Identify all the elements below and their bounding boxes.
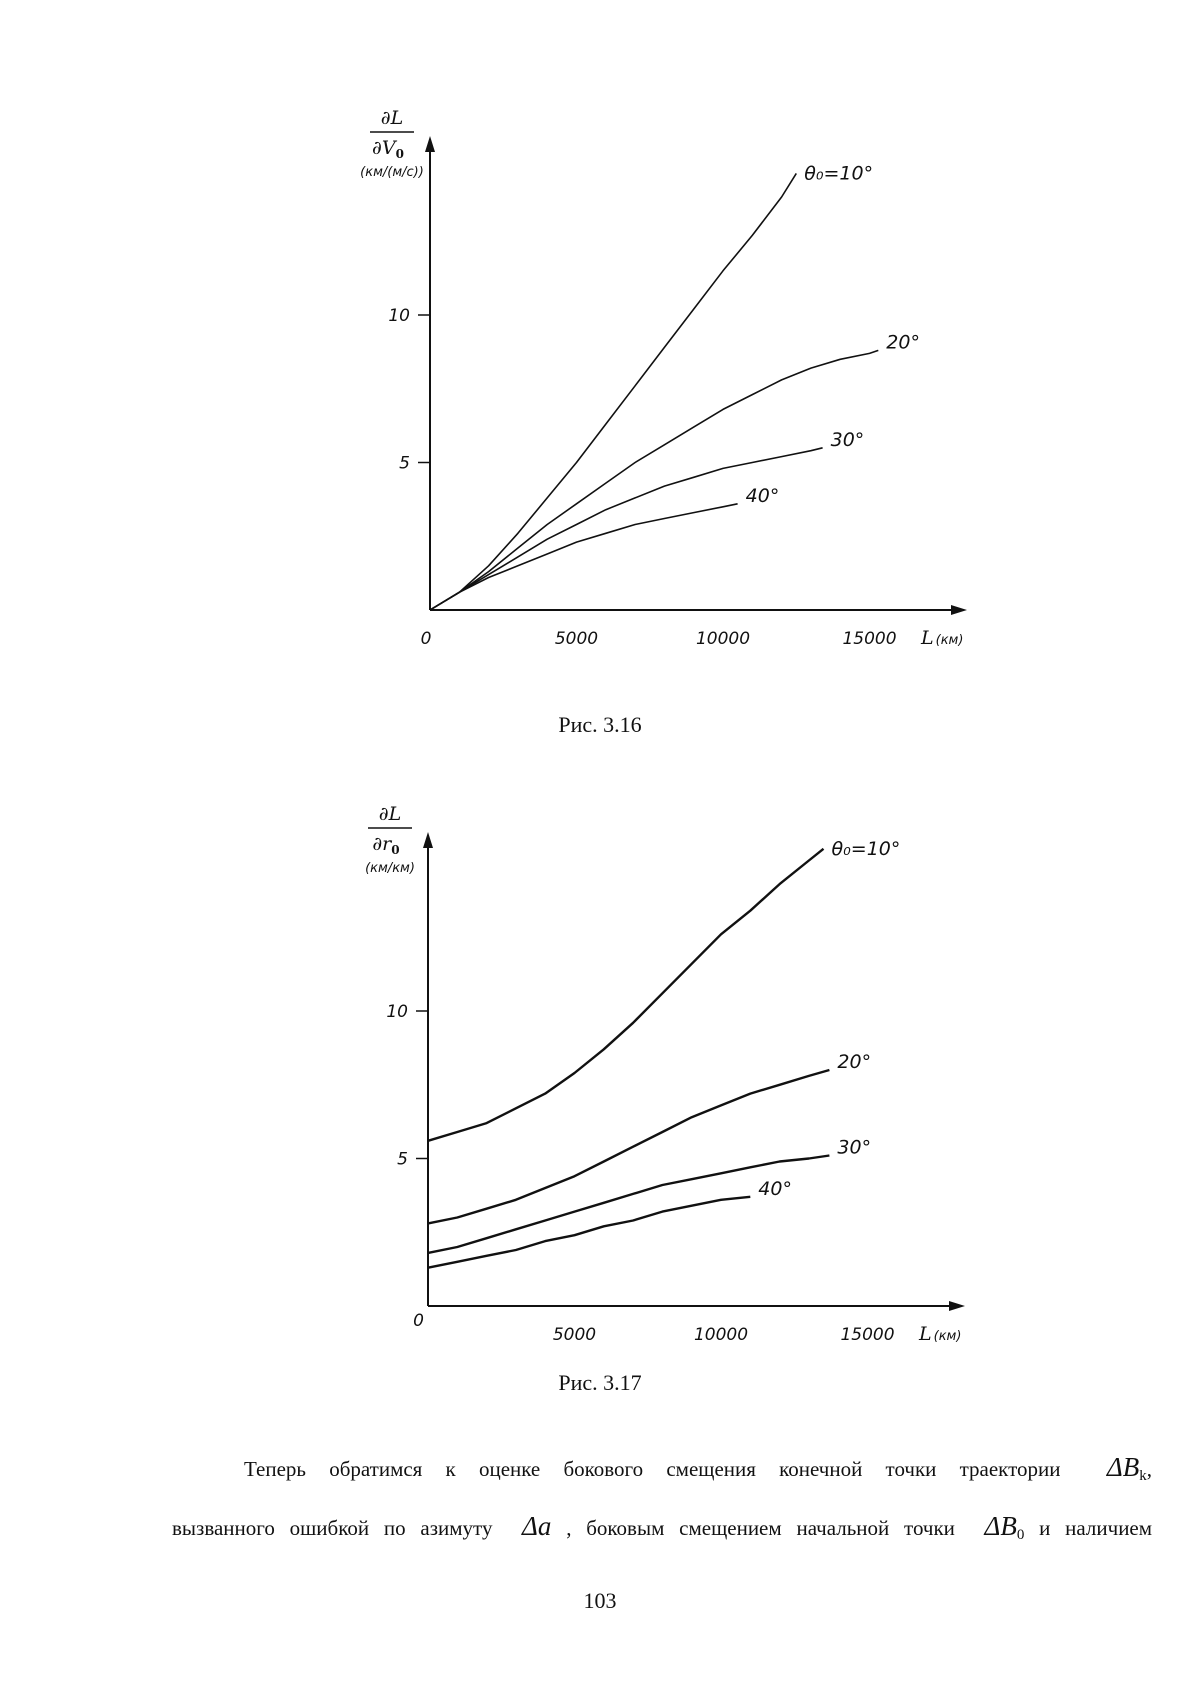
x-tick-label: 15000 (840, 1325, 894, 1345)
series-line (430, 173, 796, 610)
origin-label: 0 (421, 629, 432, 649)
page-number: 103 (0, 1588, 1200, 1614)
series-line (430, 448, 823, 610)
series-label: 30° (831, 429, 865, 451)
y-axis-label-numerator: ∂L (381, 107, 403, 129)
series-label: θ₀=10° (832, 838, 901, 860)
x-tick-label: 10000 (696, 629, 750, 649)
math-subscript: k (1139, 1468, 1147, 1484)
y-tick-label: 5 (397, 1150, 408, 1170)
y-tick-label: 10 (388, 306, 410, 326)
series-line (430, 504, 738, 610)
math-symbol: ΔB (1107, 1452, 1139, 1482)
y-axis-units: (км/(м/с)) (360, 165, 424, 180)
x-axis-label: L(км) (918, 1323, 961, 1345)
series-line (428, 849, 824, 1141)
text-run: вызванного ошибкой по азимуту (172, 1516, 492, 1540)
x-tick-label: 5000 (553, 1325, 596, 1345)
x-tick-label: 15000 (842, 629, 896, 649)
y-axis-label-numerator: ∂L (379, 803, 401, 825)
text-run: Теперь обратимся к оценке бокового смеще… (244, 1457, 1060, 1481)
x-tick-label: 5000 (555, 629, 598, 649)
x-tick-label: 10000 (694, 1325, 748, 1345)
text-run: и наличием (1039, 1516, 1152, 1540)
series-label: 40° (758, 1178, 792, 1200)
math-delta-b0: ΔB0 (985, 1511, 1025, 1541)
series-line (428, 1156, 829, 1253)
text-run: , боковым смещением начальной точки (566, 1516, 955, 1540)
series-label: θ₀=10° (804, 162, 873, 184)
series-label: 20° (837, 1051, 871, 1073)
paragraph-line-1: Теперь обратимся к оценке бокового смеще… (172, 1442, 1152, 1501)
y-tick-label: 5 (399, 454, 410, 474)
y-axis-label-denominator: ∂V0 (372, 137, 404, 161)
x-axis-arrow (951, 605, 967, 615)
y-axis-units: (км/км) (365, 861, 415, 876)
y-tick-label: 10 (386, 1002, 408, 1022)
math-delta-a: Δa (522, 1511, 551, 1541)
x-axis-arrow (949, 1301, 965, 1311)
x-axis-label: L(км) (920, 627, 963, 649)
chart-fig-3-17: 5 10 5000 10000 15000 0 L(км) ∂L ∂r0 (км/км) θ₀=10… (365, 803, 965, 1345)
y-axis-label-subscript: 0 (396, 147, 404, 161)
series-label: 40° (746, 485, 780, 507)
math-symbol: ΔB (985, 1511, 1017, 1541)
series-label: 30° (837, 1137, 871, 1159)
chart-fig-3-16: 5 10 5000 10000 15000 0 L(км) ∂L ∂V0 (км/(м/с)) θ₀… (360, 107, 967, 649)
math-delta-bk: ΔBk (1107, 1452, 1147, 1482)
series-line (428, 1070, 829, 1223)
paragraph-line-2: вызванного ошибкой по азимуту Δa , боков… (172, 1501, 1152, 1560)
text-run: , (1147, 1457, 1152, 1481)
y-axis-label-denominator: ∂r0 (372, 833, 399, 857)
figure-caption-3-17: Рис. 3.17 (0, 1370, 1200, 1396)
series-line (430, 350, 878, 610)
math-subscript: 0 (1017, 1527, 1025, 1543)
x-axis-units: (км) (936, 633, 964, 648)
math-symbol: Δa (522, 1511, 551, 1541)
y-axis-arrow (425, 136, 435, 152)
y-axis-arrow (423, 832, 433, 848)
body-paragraph: Теперь обратимся к оценке бокового смеще… (172, 1442, 1152, 1560)
origin-label: 0 (413, 1311, 424, 1331)
series-label: 20° (886, 331, 920, 353)
y-axis-label-subscript: 0 (391, 843, 399, 857)
figure-caption-3-16: Рис. 3.16 (0, 712, 1200, 738)
x-axis-units: (км) (934, 1329, 962, 1344)
